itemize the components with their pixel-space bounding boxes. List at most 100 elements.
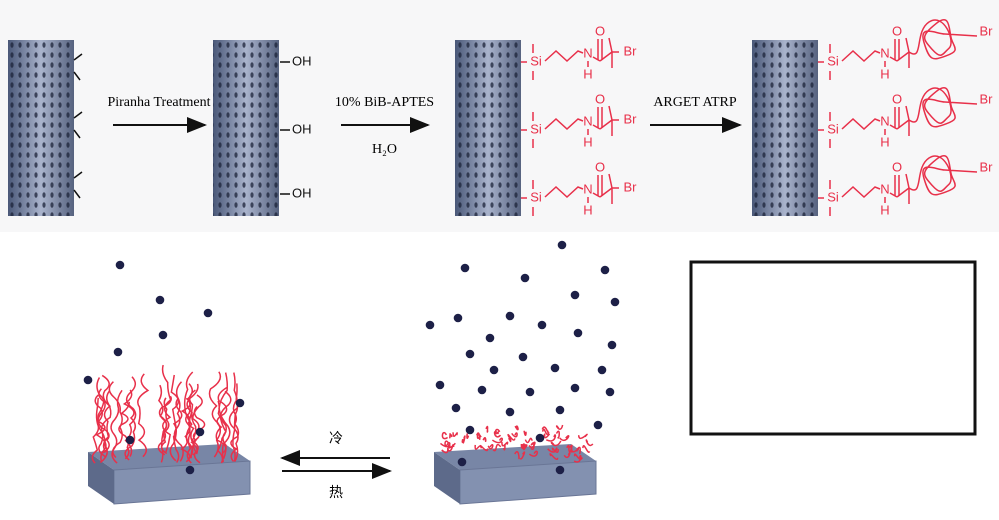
drug-molecule (84, 376, 93, 385)
collapsed-brush (453, 432, 457, 436)
collapsed-brush (515, 426, 518, 430)
drug-molecule (538, 321, 547, 330)
drug-molecule (611, 298, 620, 307)
hydroxyl: OH (292, 121, 312, 136)
drug-molecule (490, 366, 499, 375)
drug-molecule (186, 466, 195, 475)
arrow-sublabel: H₂O (372, 142, 397, 157)
nitrogen: N (880, 45, 889, 60)
collapsed-brush (512, 433, 517, 437)
arrow-label: Piranha Treatment (107, 95, 210, 110)
drug-molecule (536, 434, 545, 443)
arrow-label: ARGET ATRP (653, 95, 737, 110)
drug-molecule (526, 388, 535, 397)
hydrogen: H (880, 202, 889, 217)
drug-molecule (608, 341, 617, 350)
drug-molecule (556, 466, 565, 475)
drug-molecule (571, 291, 580, 300)
collapsed-brush (492, 438, 502, 442)
hydrogen: H (583, 134, 592, 149)
silicon: Si (530, 189, 542, 204)
drug-molecule (556, 406, 565, 415)
membrane-pores (8, 40, 74, 216)
drug-molecule (558, 241, 567, 250)
bromine: Br (624, 179, 638, 194)
drug-molecule (521, 274, 530, 283)
oxygen: O (892, 23, 902, 38)
collapsed-brush (525, 438, 532, 442)
collapsed-brush (524, 431, 526, 436)
drug-molecule (594, 421, 603, 430)
nitrogen: N (880, 181, 889, 196)
silicon: Si (827, 189, 839, 204)
drug-molecule (461, 264, 470, 273)
silicon: Si (530, 121, 542, 136)
collapsed-brush (583, 446, 590, 452)
silicon: Si (827, 53, 839, 68)
collapsed-brush (579, 434, 587, 438)
drug-molecule (571, 384, 580, 393)
silicon: Si (530, 53, 542, 68)
drug-molecule (606, 388, 615, 397)
collapsed-brush (560, 436, 569, 441)
collapsed-brush (483, 437, 486, 441)
hydrogen: H (880, 66, 889, 81)
hydroxyl: OH (292, 53, 312, 68)
drug-molecule (196, 428, 205, 437)
drug-molecule (506, 408, 515, 417)
legend-box (691, 262, 975, 434)
drug-molecule (156, 296, 165, 305)
drug-molecule (466, 350, 475, 359)
drug-molecule (551, 364, 560, 373)
collapsed-brush (450, 433, 452, 438)
drug-molecule (436, 381, 445, 390)
membrane-pores (455, 40, 521, 216)
cool-label: 冷 (329, 431, 343, 447)
oxygen: O (892, 159, 902, 174)
collapsed-brush (509, 437, 511, 441)
membrane-pores (213, 40, 279, 216)
hydrogen: H (583, 202, 592, 217)
polymer-brush (138, 374, 148, 457)
drug-molecule (574, 329, 583, 338)
drug-molecule (426, 321, 435, 330)
collapsed-brush (556, 431, 559, 438)
bromine: Br (624, 43, 638, 58)
silicon: Si (827, 121, 839, 136)
drug-molecule (506, 312, 515, 321)
drug-molecule (486, 334, 495, 343)
membrane-pores (752, 40, 818, 216)
oxygen: O (595, 23, 605, 38)
drug-molecule (126, 436, 135, 445)
drug-molecule (204, 309, 213, 318)
drug-molecule (116, 261, 125, 270)
collapsed-brush (442, 433, 447, 439)
drug-molecule (159, 331, 168, 340)
drug-molecule (478, 386, 487, 395)
drug-molecule (452, 404, 461, 413)
nitrogen: N (880, 113, 889, 128)
drug-molecule (466, 426, 475, 435)
collapsed-brush (557, 425, 563, 429)
drug-molecule (236, 399, 245, 408)
bromine: Br (980, 23, 994, 38)
drug-molecule (601, 266, 610, 275)
hydroxyl: OH (292, 185, 312, 200)
bromine: Br (980, 91, 994, 106)
nitrogen: N (583, 181, 592, 196)
drug-molecule (519, 353, 528, 362)
drug-molecule (454, 314, 463, 323)
collapsed-brush (488, 445, 493, 449)
collapsed-brush (486, 427, 488, 432)
bromine: Br (980, 159, 994, 174)
collapsed-brush (467, 434, 469, 438)
drug-molecule (114, 348, 123, 357)
bromine: Br (624, 111, 638, 126)
oxygen: O (595, 159, 605, 174)
oxygen: O (595, 91, 605, 106)
heat-label: 热 (329, 485, 343, 501)
oxygen: O (892, 91, 902, 106)
collapsed-brush (502, 442, 508, 446)
drug-molecule (458, 458, 467, 467)
hydrogen: H (583, 66, 592, 81)
